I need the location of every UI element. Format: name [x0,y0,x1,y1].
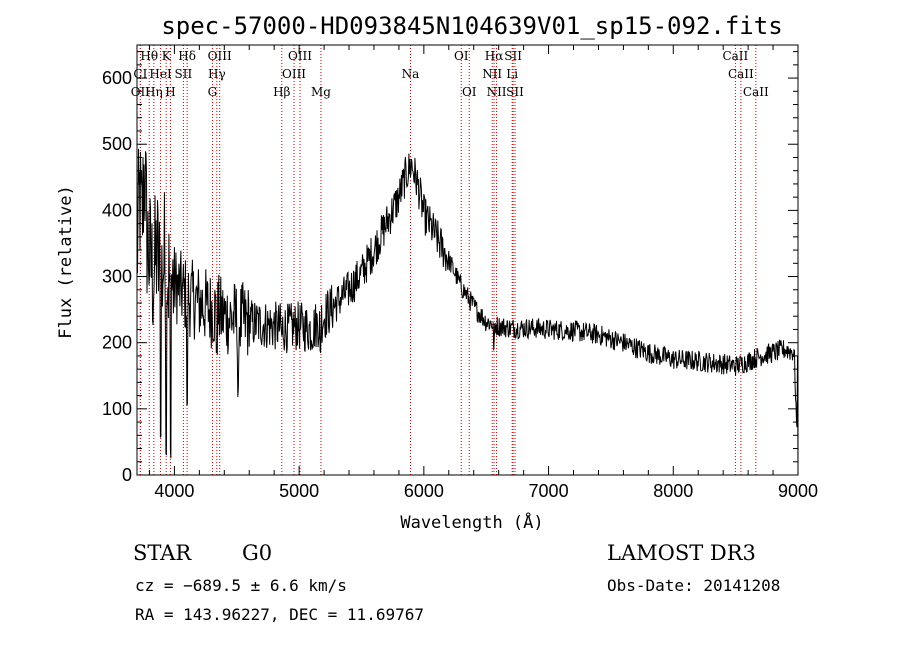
line-label-h: H [165,85,175,99]
line-label-hδ: Hδ [178,49,196,63]
chart-title: spec-57000-HD093845N104639V01_sp15-092.f… [161,12,782,40]
line-label-li: Li [506,67,518,81]
line-label-sii: SII [175,67,193,81]
y-tick-label: 500 [102,134,132,154]
line-label-caii: CaII [743,85,769,99]
survey-name: LAMOST DR3 [607,541,756,565]
y-tick-label: 0 [122,465,132,485]
y-tick-label: 200 [102,333,132,353]
y-tick-label: 400 [102,200,132,220]
line-label-hei: HeI [149,67,172,81]
spectrum-series-line [136,148,799,469]
object-class: STAR [133,541,192,565]
x-tick-label: 8000 [653,481,693,501]
x-axis-label: Wavelength (Å) [400,511,543,533]
line-label-hγ: Hγ [208,67,226,81]
line-label-oii: OII [131,85,151,99]
observation-date: Obs-Date: 20141208 [607,576,781,595]
line-label-oi: OI [462,85,477,99]
line-label-caii: CaII [722,49,748,63]
line-label-nii: NII [487,85,507,99]
line-label-g: G [208,85,218,99]
object-subclass: G0 [242,541,273,565]
plot-frame [136,44,799,476]
x-tick-label: 7000 [529,481,569,501]
y-tick-label: 600 [102,68,132,88]
line-label-mg: Mg [311,85,331,99]
y-axis-label: Flux (relative) [56,185,76,339]
line-label-k: K [162,49,172,63]
y-tick-label: 300 [102,267,132,287]
line-label-hβ: Hβ [273,85,290,99]
line-label-hθ: Hθ [140,49,158,63]
line-label-sii: SII [504,49,522,63]
x-tick-label: 9000 [778,481,818,501]
line-label-hα: Hα [485,49,504,63]
line-label-ci: CI [133,67,147,81]
line-label-hη: Hη [145,85,163,99]
line-label-sii: SII [506,85,524,99]
x-tick-label: 6000 [404,481,444,501]
line-label-caii: CaII [728,67,754,81]
y-tick-label: 100 [102,399,132,419]
line-label-nii: NII [482,67,502,81]
line-label-oi: OI [454,49,469,63]
line-label-na: Na [402,67,420,81]
line-label-oiii: OIII [282,67,306,81]
coordinates: RA = 143.96227, DEC = 11.69767 [135,605,424,624]
x-tick-label: 4000 [154,481,194,501]
redshift-cz: cz = −689.5 ± 6.6 km/s [135,576,347,595]
line-label-oiii: OIII [208,49,232,63]
x-tick-label: 5000 [279,481,319,501]
line-label-oiii: OIII [288,49,312,63]
axis-ticks: 4000 5000 6000 7000 8000 9000 0 100 200 300 400 500… [102,45,818,501]
